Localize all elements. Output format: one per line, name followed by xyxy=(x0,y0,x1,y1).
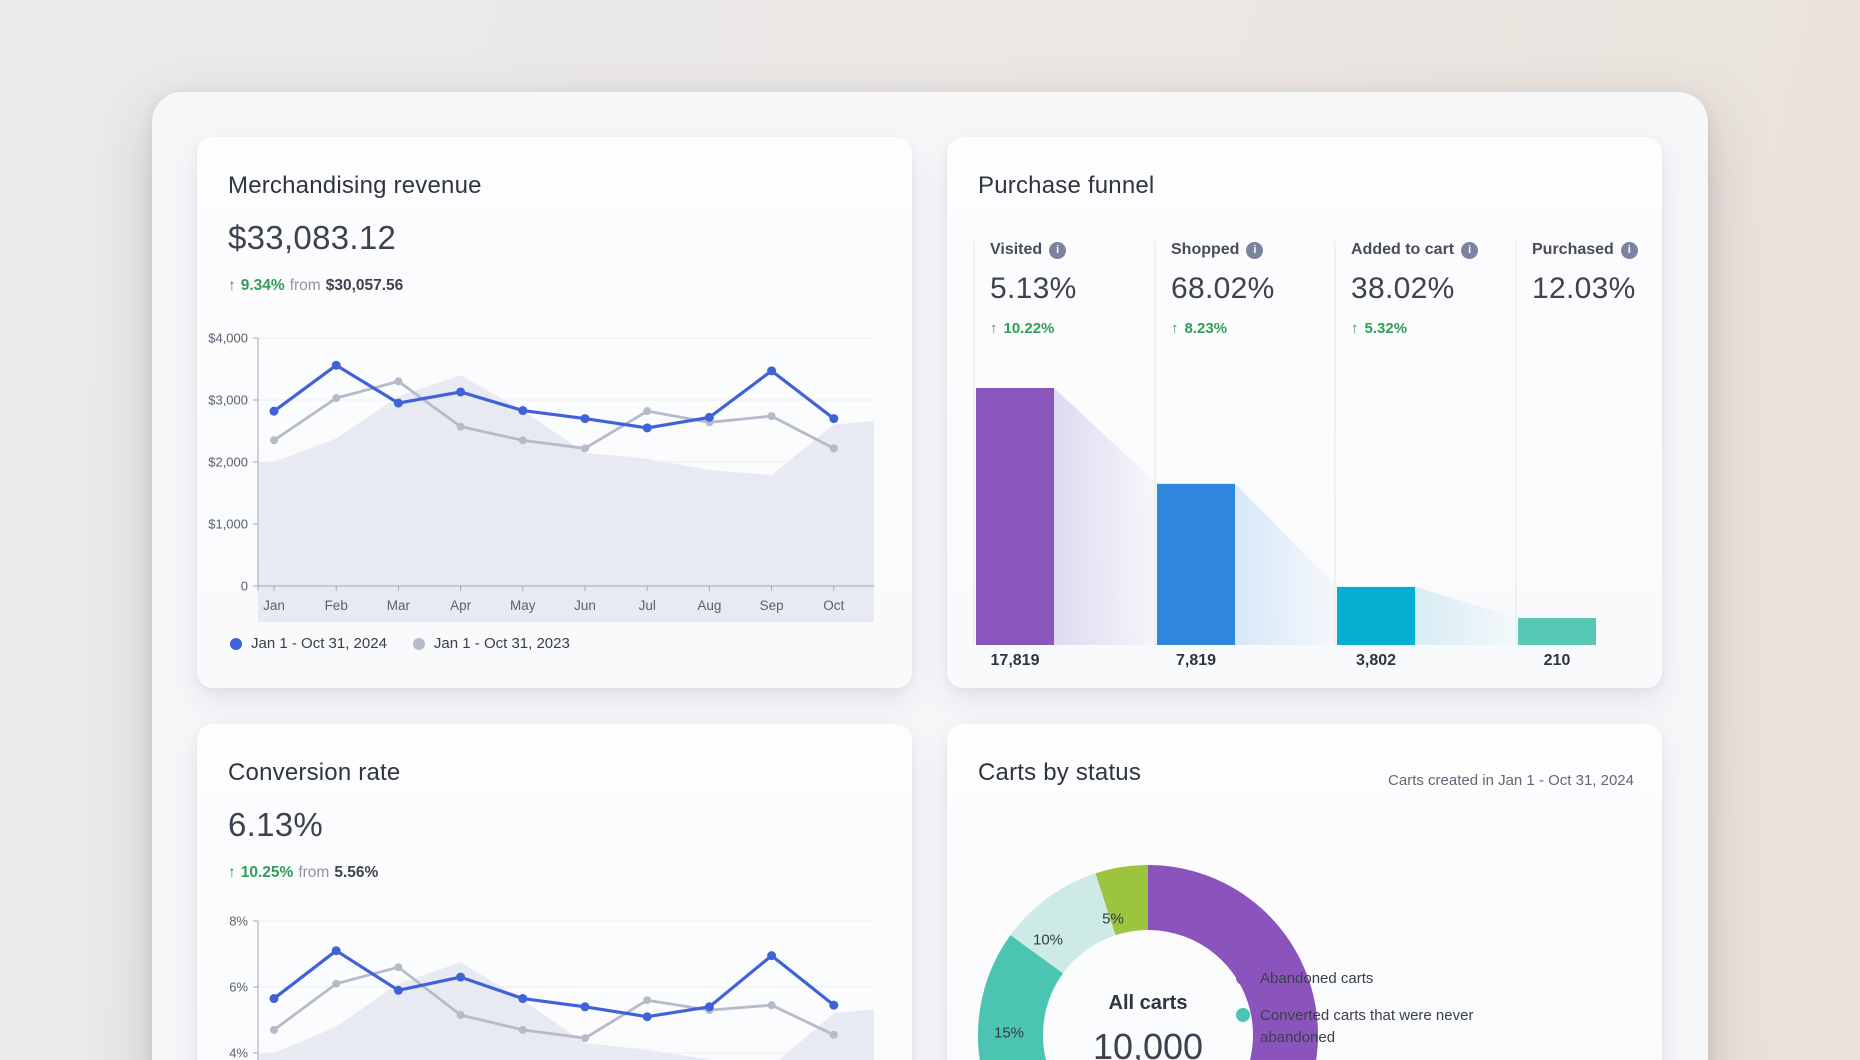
info-icon[interactable]: i xyxy=(1246,241,1264,259)
card-title: Purchase funnel xyxy=(978,172,1155,199)
svg-text:Sep: Sep xyxy=(760,598,784,613)
funnel-count-added: 3,802 xyxy=(1355,652,1397,669)
stage-value: 38.02% xyxy=(1351,272,1455,305)
legend-item-abandoned[interactable]: Abandoned carts xyxy=(1236,968,1486,990)
legend-dot-2024 xyxy=(230,637,242,650)
stage-delta: 5.32% xyxy=(1364,320,1408,337)
svg-text:May: May xyxy=(510,598,536,613)
svg-text:4%: 4% xyxy=(229,1046,248,1060)
funnel-count-shopped: 7,819 xyxy=(1175,652,1217,669)
funnel-chart xyxy=(973,241,1596,645)
donut-slice-label-pale: 10% xyxy=(1032,931,1064,949)
delta-percent: 9.34% xyxy=(240,277,285,294)
carts-date-range: Carts created in Jan 1 - Oct 31, 2024 xyxy=(1388,772,1634,789)
funnel-stage-shopped: Shopped i 68.02% ↑ 8.23% xyxy=(1171,241,1349,337)
svg-text:Oct: Oct xyxy=(823,598,844,613)
svg-text:Feb: Feb xyxy=(325,598,348,613)
card-title: Conversion rate xyxy=(228,759,401,786)
delta-from-label: from xyxy=(289,277,321,294)
svg-text:Mar: Mar xyxy=(387,598,411,613)
funnel-stage-purchased: Purchased i 12.03% xyxy=(1532,241,1710,306)
svg-text:Jul: Jul xyxy=(639,598,656,613)
svg-text:6%: 6% xyxy=(229,980,248,995)
stage-label: Purchased xyxy=(1532,241,1614,258)
carts-by-status-card: Carts by status Carts created in Jan 1 -… xyxy=(947,724,1662,1060)
svg-text:Jan: Jan xyxy=(263,598,285,613)
legend-dot-2023 xyxy=(412,637,425,650)
donut-center-value: 10,000 xyxy=(1092,1026,1204,1060)
stage-label: Shopped xyxy=(1171,241,1240,258)
delta-previous-value: $30,057.56 xyxy=(325,277,404,294)
card-title: Carts by status xyxy=(978,759,1142,786)
purchase-funnel-card: Purchase funnel Visited i 5.13% ↑ 10.22%… xyxy=(947,137,1662,688)
stage-value: 68.02% xyxy=(1171,272,1275,305)
svg-text:0: 0 xyxy=(241,579,248,594)
conversion-delta: ↑ 10.25% from 5.56% xyxy=(228,864,378,882)
conversion-value: 6.13% xyxy=(228,806,324,843)
donut-slice-label-green: 5% xyxy=(1102,910,1124,928)
legend-label-2024: Jan 1 - Oct 31, 2024 xyxy=(251,635,387,652)
funnel-count-visited: 17,819 xyxy=(990,652,1040,669)
legend-label-abandoned: Abandoned carts xyxy=(1260,970,1374,987)
funnel-count-purchased: 210 xyxy=(1543,652,1571,669)
carts-legend: Abandoned carts Converted carts that wer… xyxy=(1236,968,1486,1048)
stage-value: 12.03% xyxy=(1532,272,1636,305)
svg-text:Aug: Aug xyxy=(697,598,721,613)
legend-label-2023: Jan 1 - Oct 31, 2023 xyxy=(433,635,570,652)
up-arrow-icon: ↑ xyxy=(1171,320,1179,337)
up-arrow-icon: ↑ xyxy=(228,277,236,294)
revenue-legend: Jan 1 - Oct 31, 2024 Jan 1 - Oct 31, 202… xyxy=(230,635,570,652)
conversion-rate-card: Conversion rate 6.13% ↑ 10.25% from 5.56… xyxy=(197,724,912,1060)
up-arrow-icon: ↑ xyxy=(1351,320,1359,337)
legend-dot-converted xyxy=(1236,1007,1250,1022)
legend-dot-abandoned xyxy=(1236,971,1250,985)
svg-text:$2,000: $2,000 xyxy=(208,455,248,470)
legend-label-converted: Converted carts that were never abandone… xyxy=(1260,1006,1474,1046)
svg-text:Apr: Apr xyxy=(450,598,472,613)
info-icon[interactable]: i xyxy=(1461,241,1479,259)
svg-text:$4,000: $4,000 xyxy=(208,331,248,346)
stage-delta: 10.22% xyxy=(1003,320,1055,337)
stage-label: Visited xyxy=(990,241,1043,258)
funnel-stage-visited: Visited i 5.13% ↑ 10.22% xyxy=(990,241,1168,337)
stage-delta: 8.23% xyxy=(1184,320,1228,337)
up-arrow-icon: ↑ xyxy=(228,864,236,881)
delta-from-label: from xyxy=(298,864,330,881)
svg-text:$1,000: $1,000 xyxy=(208,517,248,532)
up-arrow-icon: ↑ xyxy=(990,320,998,337)
delta-previous-value: 5.56% xyxy=(334,864,379,881)
card-title: Merchandising revenue xyxy=(228,172,482,199)
delta-percent: 10.25% xyxy=(240,864,294,881)
donut-slice-label-teal: 15% xyxy=(993,1024,1025,1042)
svg-text:Jun: Jun xyxy=(574,598,596,613)
donut-center-label: All carts xyxy=(1108,992,1188,1014)
legend-item-previous[interactable]: Jan 1 - Oct 31, 2023 xyxy=(412,635,570,652)
revenue-delta: ↑ 9.34% from $30,057.56 xyxy=(228,277,403,295)
info-icon[interactable]: i xyxy=(1620,241,1638,259)
stage-value: 5.13% xyxy=(990,272,1077,305)
revenue-value: $33,083.12 xyxy=(228,219,397,256)
info-icon[interactable]: i xyxy=(1049,241,1067,259)
legend-item-converted[interactable]: Converted carts that were never abandone… xyxy=(1236,1005,1486,1049)
svg-text:$3,000: $3,000 xyxy=(208,393,248,408)
merchandising-revenue-card: Merchandising revenue $33,083.12 ↑ 9.34%… xyxy=(197,137,912,688)
funnel-stage-added-to-cart: Added to cart i 38.02% ↑ 5.32% xyxy=(1351,241,1529,337)
stage-label: Added to cart xyxy=(1351,241,1455,258)
svg-text:8%: 8% xyxy=(229,914,248,929)
legend-item-current[interactable]: Jan 1 - Oct 31, 2024 xyxy=(230,635,387,652)
